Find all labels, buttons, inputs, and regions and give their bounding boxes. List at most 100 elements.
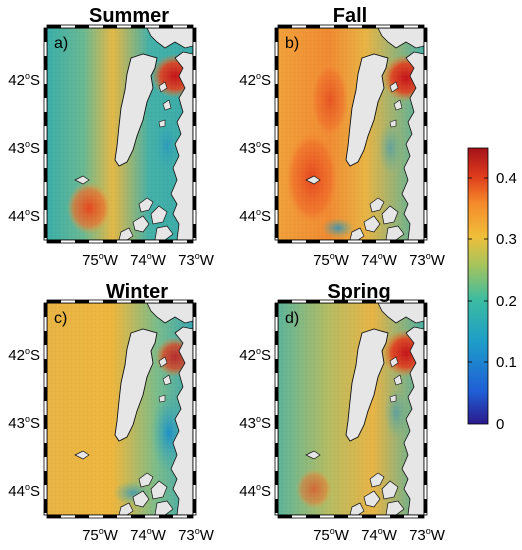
lat-label: 42 bbox=[8, 347, 25, 364]
panel-spring bbox=[273, 298, 429, 520]
colorbar-tick: 0 bbox=[496, 416, 504, 433]
colorbar-tick: 0.2 bbox=[496, 293, 517, 310]
lat-hemi: S bbox=[30, 415, 40, 432]
lon-hemi: W bbox=[431, 252, 446, 269]
lon-label: 74 bbox=[361, 527, 378, 544]
panel-summer bbox=[42, 23, 198, 245]
svg-text:74oW: 74oW bbox=[130, 526, 167, 544]
lon-hemi: W bbox=[200, 527, 215, 544]
svg-text:75oW: 75oW bbox=[82, 526, 119, 544]
lat-hemi: S bbox=[261, 415, 271, 432]
lat-hemi: S bbox=[30, 347, 40, 364]
lat-axis-top-left: 42oS 43oS 44oS bbox=[8, 71, 40, 225]
lat-hemi: S bbox=[261, 72, 271, 89]
lon-label: 73 bbox=[178, 252, 195, 269]
lat-hemi: S bbox=[30, 208, 40, 225]
lat-axis-bottom-right: 42oS 43oS 44oS bbox=[239, 346, 271, 500]
colorbar-tick: 0.4 bbox=[496, 170, 517, 187]
lon-hemi: W bbox=[431, 527, 446, 544]
lon-label: 73 bbox=[409, 527, 426, 544]
svg-text:73oW: 73oW bbox=[178, 526, 215, 544]
lat-hemi: S bbox=[30, 483, 40, 500]
lat-hemi: S bbox=[261, 483, 271, 500]
svg-text:44oS: 44oS bbox=[239, 482, 271, 500]
svg-text:73oW: 73oW bbox=[178, 251, 215, 269]
panel-title-fall: Fall bbox=[333, 5, 367, 27]
svg-text:73oW: 73oW bbox=[409, 526, 446, 544]
svg-text:75oW: 75oW bbox=[313, 251, 350, 269]
lon-hemi: W bbox=[335, 527, 350, 544]
svg-text:75oW: 75oW bbox=[313, 526, 350, 544]
svg-text:74oW: 74oW bbox=[361, 251, 398, 269]
lon-hemi: W bbox=[104, 527, 119, 544]
lat-label: 42 bbox=[239, 72, 256, 89]
lat-axis-top-right: 42oS 43oS 44oS bbox=[239, 71, 271, 225]
colorbar-tick: 0.3 bbox=[496, 231, 517, 248]
panel-title-spring: Spring bbox=[327, 281, 390, 303]
colorbar-gradient bbox=[467, 147, 489, 425]
panel-title-summer: Summer bbox=[89, 5, 169, 27]
svg-text:44oS: 44oS bbox=[8, 482, 40, 500]
svg-text:42oS: 42oS bbox=[239, 346, 271, 364]
panel-label-a: a) bbox=[54, 35, 68, 52]
lat-hemi: S bbox=[261, 347, 271, 364]
colorbar: 0.4 0.3 0.2 0.1 0 bbox=[467, 147, 517, 433]
panel-winter bbox=[42, 298, 198, 520]
lon-hemi: W bbox=[104, 252, 119, 269]
lon-label: 74 bbox=[130, 527, 147, 544]
lon-label: 75 bbox=[82, 527, 99, 544]
panel-fall bbox=[273, 23, 429, 245]
lat-hemi: S bbox=[30, 72, 40, 89]
lon-label: 75 bbox=[313, 252, 330, 269]
colorbar-tick: 0.1 bbox=[496, 354, 517, 371]
lon-label: 75 bbox=[82, 252, 99, 269]
lon-axis-top-left: 75oW 74oW 73oW bbox=[82, 251, 215, 269]
lat-label: 43 bbox=[8, 140, 25, 157]
svg-text:75oW: 75oW bbox=[82, 251, 119, 269]
lon-hemi: W bbox=[383, 527, 398, 544]
lon-hemi: W bbox=[200, 252, 215, 269]
lat-label: 43 bbox=[8, 415, 25, 432]
lon-hemi: W bbox=[383, 252, 398, 269]
lon-axis-bottom-left: 75oW 74oW 73oW bbox=[82, 526, 215, 544]
lat-label: 44 bbox=[8, 208, 25, 225]
svg-text:44oS: 44oS bbox=[239, 207, 271, 225]
svg-text:74oW: 74oW bbox=[361, 526, 398, 544]
lat-label: 42 bbox=[239, 347, 256, 364]
svg-text:73oW: 73oW bbox=[409, 251, 446, 269]
svg-text:42oS: 42oS bbox=[239, 71, 271, 89]
svg-text:42oS: 42oS bbox=[8, 71, 40, 89]
panel-label-b: b) bbox=[285, 35, 299, 52]
lat-label: 44 bbox=[239, 208, 256, 225]
lat-label: 44 bbox=[8, 483, 25, 500]
panel-label-c: c) bbox=[54, 310, 67, 327]
lat-hemi: S bbox=[261, 208, 271, 225]
panel-label-d: d) bbox=[285, 310, 299, 327]
svg-text:43oS: 43oS bbox=[239, 414, 271, 432]
lon-axis-bottom-right: 75oW 74oW 73oW bbox=[313, 526, 446, 544]
lon-hemi: W bbox=[152, 252, 167, 269]
lon-label: 73 bbox=[178, 527, 195, 544]
lat-hemi: S bbox=[261, 140, 271, 157]
lat-label: 44 bbox=[239, 483, 256, 500]
lon-axis-top-right: 75oW 74oW 73oW bbox=[313, 251, 446, 269]
svg-text:43oS: 43oS bbox=[8, 139, 40, 157]
lon-hemi: W bbox=[152, 527, 167, 544]
svg-text:44oS: 44oS bbox=[8, 207, 40, 225]
svg-text:43oS: 43oS bbox=[8, 414, 40, 432]
svg-text:43oS: 43oS bbox=[239, 139, 271, 157]
lon-label: 75 bbox=[313, 527, 330, 544]
lat-hemi: S bbox=[30, 140, 40, 157]
lon-label: 74 bbox=[130, 252, 147, 269]
lat-axis-bottom-left: 42oS 43oS 44oS bbox=[8, 346, 40, 500]
lon-label: 73 bbox=[409, 252, 426, 269]
lon-label: 74 bbox=[361, 252, 378, 269]
lon-hemi: W bbox=[335, 252, 350, 269]
panel-title-winter: Winter bbox=[106, 281, 168, 303]
lat-label: 42 bbox=[8, 72, 25, 89]
lat-label: 43 bbox=[239, 415, 256, 432]
svg-text:74oW: 74oW bbox=[130, 251, 167, 269]
lat-label: 43 bbox=[239, 140, 256, 157]
svg-text:42oS: 42oS bbox=[8, 346, 40, 364]
